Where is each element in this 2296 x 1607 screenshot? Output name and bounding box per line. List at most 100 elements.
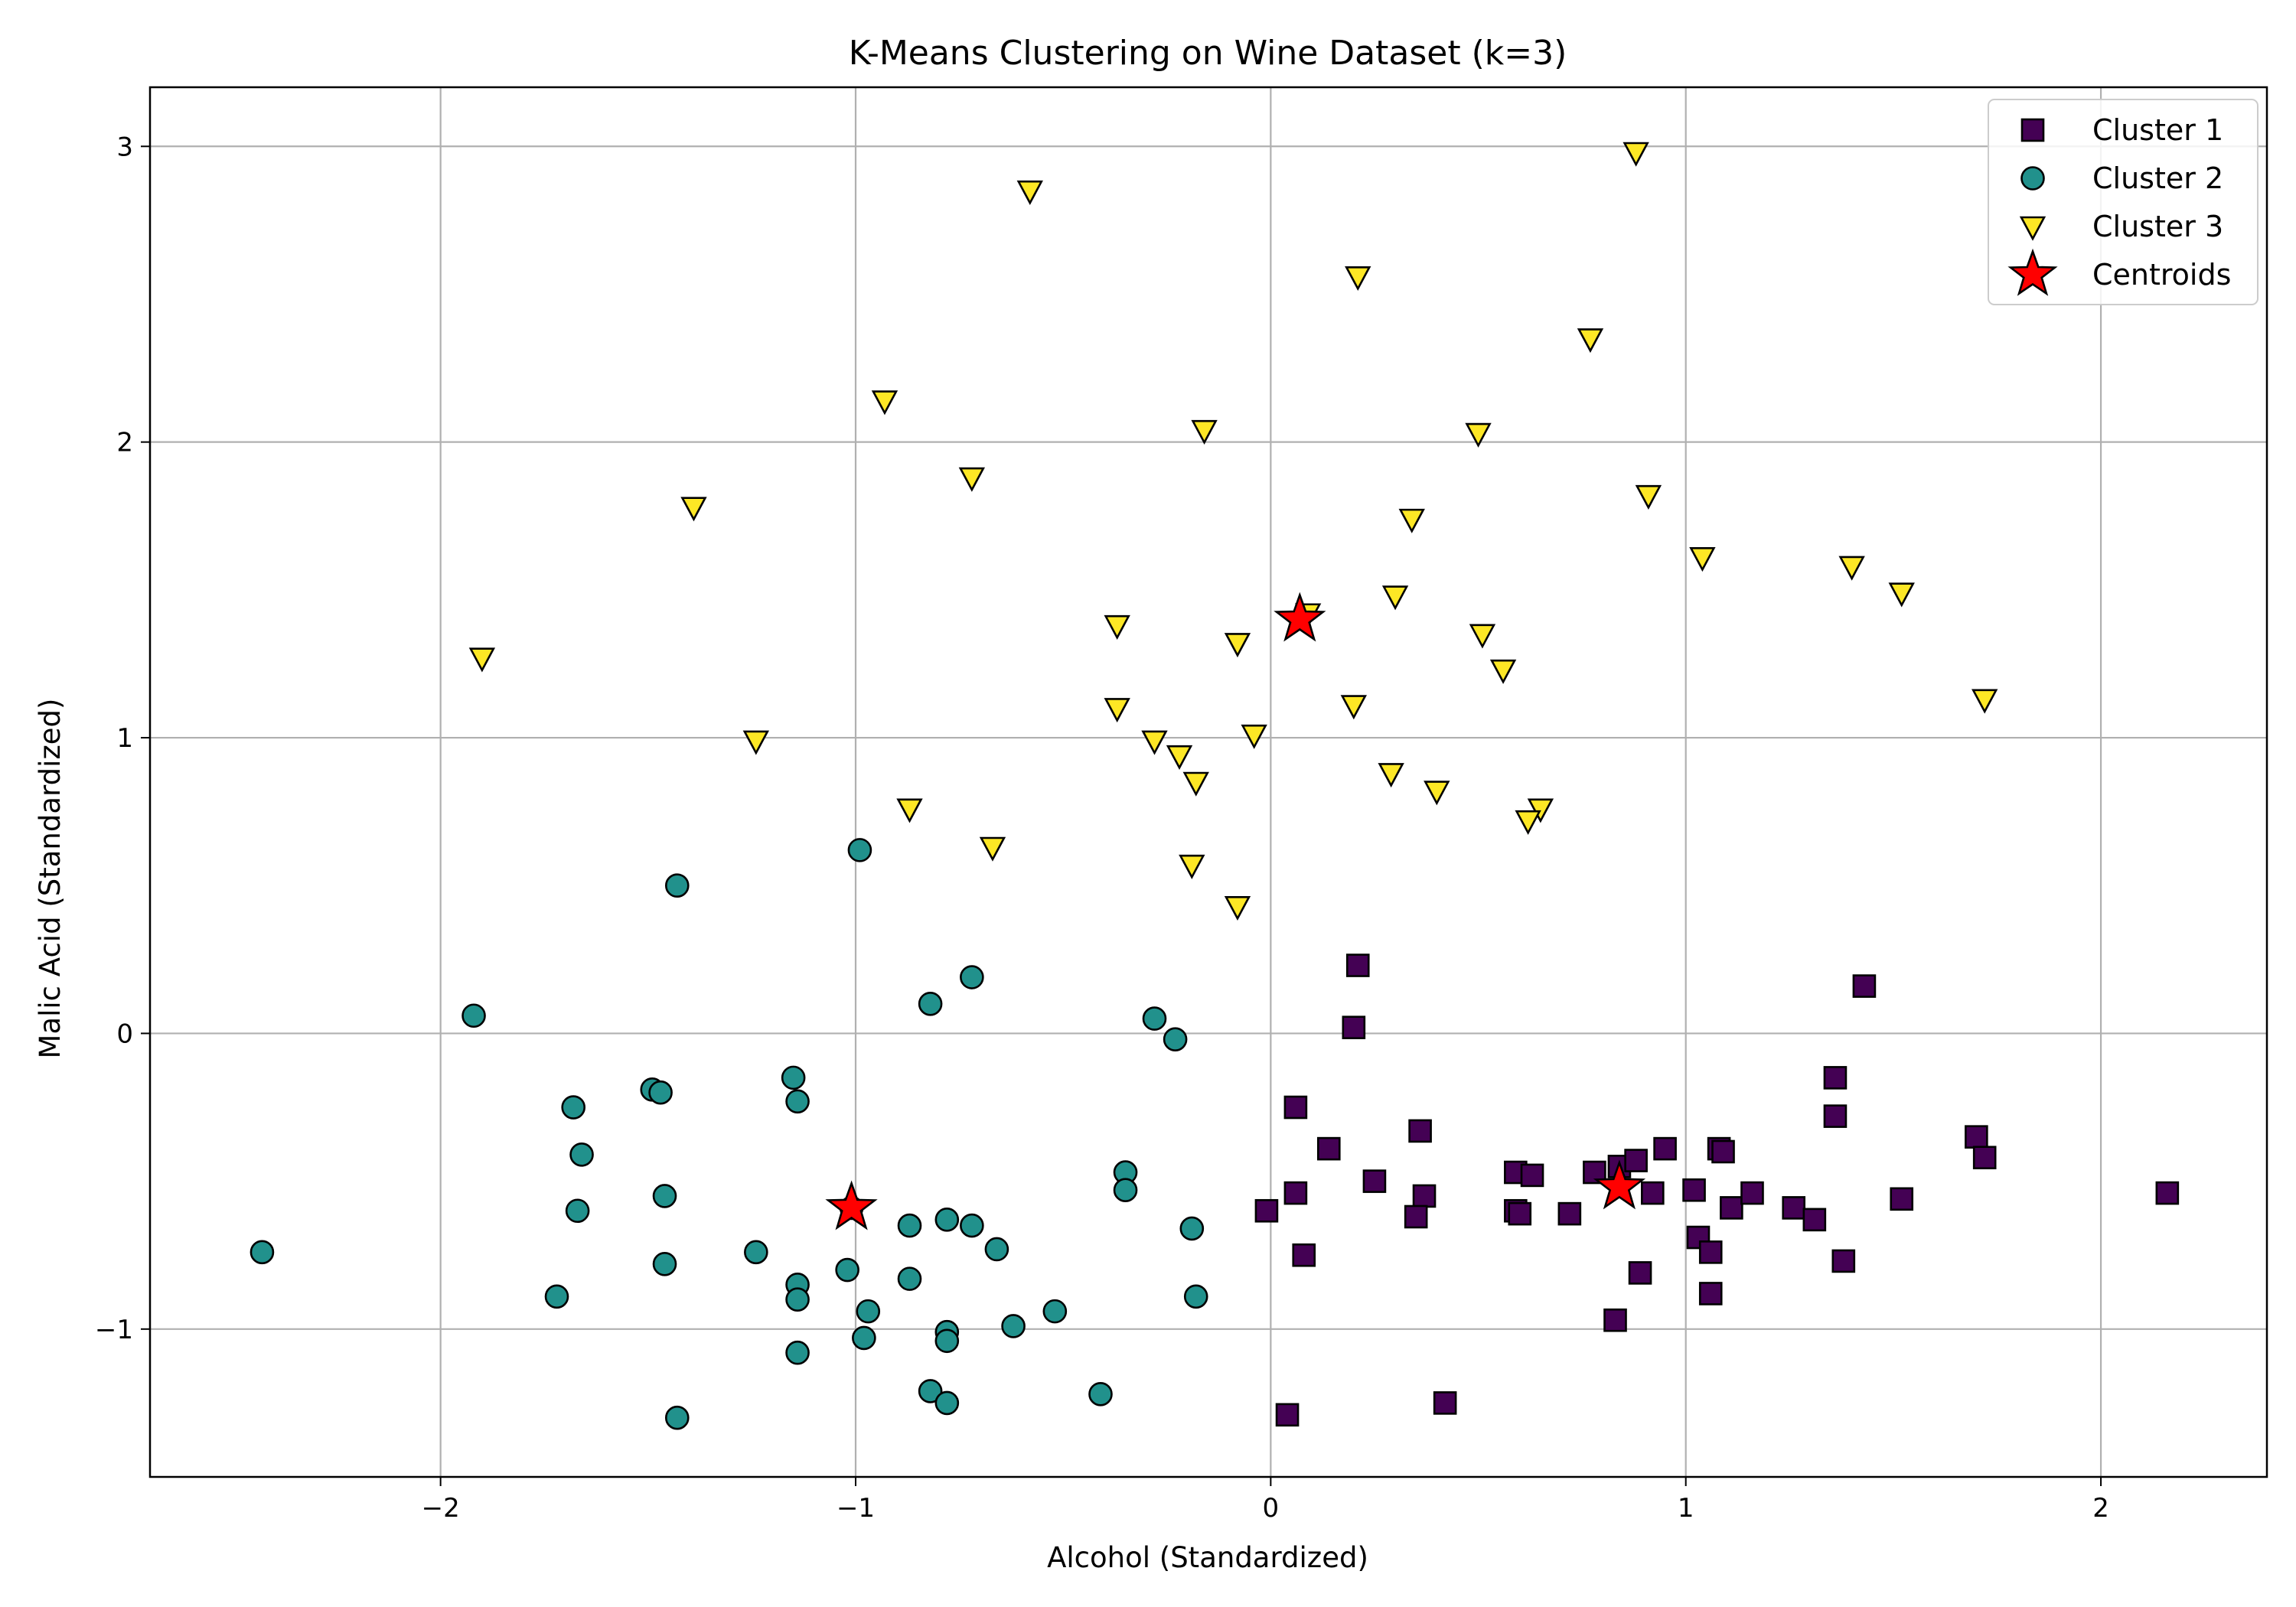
cluster-1-point: [1823, 1104, 1848, 1128]
cluster-3-point: [1340, 695, 1367, 720]
cluster-1-point: [1628, 1261, 1652, 1285]
cluster-1-point: [1603, 1308, 1627, 1332]
legend-label-cluster-1: Cluster 1: [2092, 113, 2223, 147]
cluster-2-point: [664, 1405, 690, 1430]
cluster-3-point: [1971, 689, 1998, 714]
series-centroids: [825, 592, 1646, 1231]
x-tick-label: 1: [1678, 1493, 1694, 1524]
cluster-1-point: [1698, 1282, 1723, 1305]
cluster-2-point: [1163, 1027, 1188, 1051]
cluster-1-point: [2155, 1181, 2180, 1205]
cluster-3-point: [1515, 810, 1541, 835]
legend-label-centroids: Centroids: [2092, 258, 2231, 292]
cluster-1-point: [1316, 1136, 1341, 1161]
cluster-1-point: [1362, 1169, 1387, 1193]
cluster-1-point: [1653, 1136, 1677, 1161]
y-tick-label: 2: [116, 428, 133, 458]
cluster-1-point: [1520, 1163, 1544, 1188]
cluster-3-point: [1104, 614, 1130, 640]
cluster-2-point: [781, 1065, 806, 1090]
cluster-3-point: [1469, 624, 1496, 649]
cluster-1-point: [1782, 1196, 1806, 1220]
cluster-1-point: [1404, 1204, 1428, 1229]
cluster-3-point: [1345, 266, 1371, 292]
cluster-2-point: [249, 1240, 275, 1265]
cluster-2-point: [744, 1240, 768, 1265]
plot-frame: [148, 86, 2268, 1478]
legend-marker-cluster-2: [2020, 166, 2045, 191]
cluster-2-point: [1179, 1216, 1205, 1241]
cluster-3-point: [1489, 659, 1517, 684]
x-tick-label: −1: [837, 1493, 875, 1524]
cluster-1-point: [1852, 974, 1877, 998]
cluster-1-point: [1342, 1015, 1366, 1039]
cluster-2-point: [569, 1143, 594, 1167]
cluster-3-point: [1182, 771, 1209, 797]
legend-label-cluster-3: Cluster 3: [2092, 210, 2223, 243]
cluster-3-point: [468, 647, 496, 673]
cluster-1-point: [1292, 1243, 1316, 1267]
cluster-1-point: [1831, 1249, 1856, 1273]
x-tick-label: 2: [2092, 1493, 2109, 1524]
cluster-3-point: [1465, 422, 1492, 448]
cluster-3-point: [1838, 556, 1865, 581]
cluster-2-point: [918, 991, 943, 1016]
series-cluster-3: [468, 142, 1998, 921]
cluster-3-point: [680, 497, 707, 522]
cluster-3-point: [1166, 745, 1193, 770]
legend-marker-cluster-1: [2020, 118, 2045, 142]
series-cluster-2: [249, 838, 1208, 1430]
cluster-1-point: [1433, 1391, 1457, 1415]
cluster-2-point: [1113, 1178, 1138, 1203]
cluster-1-point: [1802, 1208, 1827, 1232]
cluster-1-point: [1823, 1066, 1848, 1090]
legend-marker-centroids: [2007, 248, 2058, 296]
cluster-3-point: [1378, 763, 1404, 788]
cluster-2-point: [856, 1299, 881, 1324]
cluster-3-point: [1179, 854, 1205, 879]
legend-box: [1988, 99, 2258, 305]
legend-label-cluster-2: Cluster 2: [2092, 161, 2223, 195]
y-tick-label: 1: [116, 723, 133, 754]
cluster-2-point: [960, 1213, 984, 1238]
cluster-2-point: [652, 1184, 677, 1208]
cluster-3-point: [871, 390, 899, 416]
cluster-1-point: [1890, 1187, 1914, 1211]
cluster-2-point: [1088, 1382, 1113, 1407]
cluster-3-point: [958, 467, 986, 492]
cluster-2-point: [934, 1390, 960, 1416]
cluster-3-point: [1016, 180, 1043, 205]
y-axis-label: Malic Acid (Standardized): [34, 699, 67, 1059]
cluster-2-point: [461, 1003, 486, 1028]
cluster-2-point: [960, 965, 984, 989]
cluster-3-point: [1689, 547, 1716, 572]
cluster-1-point: [1283, 1181, 1308, 1205]
centroid-point: [1274, 592, 1326, 642]
cluster-2-point: [847, 838, 872, 862]
legend: Cluster 1 Cluster 2 Cluster 3 Centroids: [1988, 99, 2258, 305]
cluster-3-point: [1527, 798, 1554, 823]
cluster-3-point: [1241, 724, 1267, 749]
cluster-1-point: [1641, 1181, 1665, 1205]
cluster-2-point: [664, 873, 690, 898]
centroid-point: [825, 1180, 878, 1231]
grid: [150, 87, 2267, 1477]
cluster-3-point: [1224, 633, 1251, 658]
cluster-2-point: [897, 1213, 922, 1238]
cluster-3-point: [1888, 582, 1915, 608]
cluster-2-point: [652, 1252, 677, 1276]
cluster-2-point: [648, 1080, 673, 1105]
y-tick-label: 3: [116, 132, 133, 162]
y-tick-label: 0: [116, 1019, 133, 1049]
cluster-1-point: [1972, 1146, 1997, 1170]
centroid-point: [1593, 1159, 1646, 1210]
cluster-1-point: [1408, 1119, 1432, 1143]
cluster-2-point: [785, 1089, 810, 1114]
cluster-1-point: [1698, 1240, 1723, 1264]
x-tick-label: 0: [1263, 1493, 1280, 1524]
cluster-2-point: [934, 1208, 960, 1232]
cluster-2-point: [1183, 1284, 1208, 1309]
cluster-3-point: [1381, 585, 1409, 611]
